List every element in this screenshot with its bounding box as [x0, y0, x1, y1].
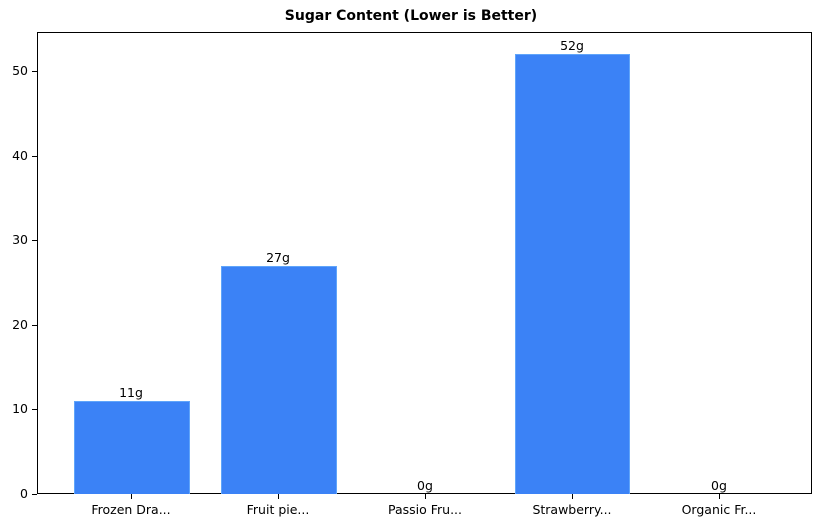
- y-tick: [32, 494, 37, 495]
- y-tick-label: 20: [12, 317, 28, 332]
- x-tick-label: Frozen Dra...: [91, 502, 171, 517]
- bar-value-label: 11g: [119, 385, 143, 400]
- x-tick: [425, 494, 426, 499]
- x-tick: [719, 494, 720, 499]
- bar-value-label: 52g: [560, 38, 584, 53]
- x-tick: [572, 494, 573, 499]
- y-tick: [32, 156, 37, 157]
- chart-title: Sugar Content (Lower is Better): [284, 8, 538, 24]
- bar-value-label: 27g: [266, 250, 290, 265]
- x-tick: [131, 494, 132, 499]
- bar-frozen-dra: [74, 401, 190, 494]
- x-tick: [278, 494, 279, 499]
- y-tick-label: 40: [12, 148, 28, 163]
- y-tick-label: 0: [20, 486, 28, 501]
- y-tick-label: 50: [12, 63, 28, 78]
- y-tick: [32, 409, 37, 410]
- x-tick-label: Passio Fru...: [387, 502, 463, 517]
- x-tick-label: Organic Fr...: [681, 502, 757, 517]
- y-tick-label: 10: [12, 401, 28, 416]
- y-tick: [32, 240, 37, 241]
- bar-fruit-pie: [221, 266, 337, 494]
- x-tick-label: Strawberry...: [532, 502, 612, 517]
- y-tick: [32, 71, 37, 72]
- bar-value-label: 0g: [711, 478, 727, 493]
- bar-value-label: 0g: [417, 478, 433, 493]
- bar-strawberry: [515, 54, 630, 494]
- y-tick-label: 30: [12, 232, 28, 247]
- plot-area: [37, 32, 812, 494]
- x-tick-label: Fruit pie...: [246, 502, 310, 517]
- y-tick: [32, 325, 37, 326]
